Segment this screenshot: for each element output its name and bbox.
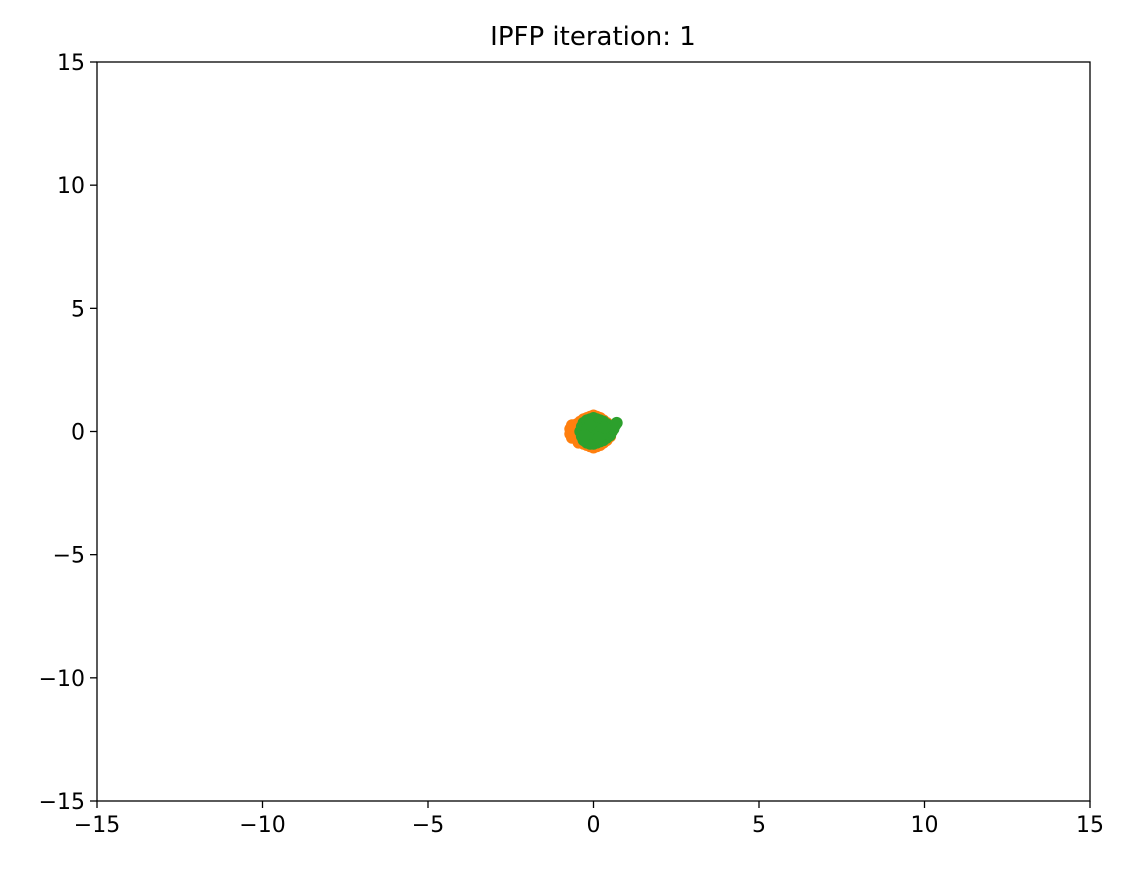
x-tick-label: 10 <box>911 813 939 838</box>
series-1-point-35 <box>566 419 578 432</box>
x-tick-label: 5 <box>752 813 766 838</box>
series-2-point-34 <box>599 421 612 434</box>
y-axis-ticks: −15 −10 −5 0 5 10 15 <box>39 51 97 815</box>
y-tick-label: 5 <box>71 297 85 322</box>
series-2-point-35 <box>579 429 592 442</box>
y-tick-label: −5 <box>53 544 85 569</box>
y-tick-label: −10 <box>39 667 85 692</box>
x-tick-label: −10 <box>239 813 285 838</box>
y-tick-label: 0 <box>71 421 85 446</box>
series-2 <box>574 412 623 450</box>
x-axis-ticks: −15 −10 −5 0 5 10 15 <box>74 801 1104 838</box>
x-tick-label: 0 <box>587 813 601 838</box>
y-tick-label: −15 <box>39 790 85 815</box>
chart-title: IPFP iteration: 1 <box>490 22 696 52</box>
series-2-point-25 <box>609 419 621 432</box>
x-tick-label: −5 <box>412 813 444 838</box>
series-2-point-32 <box>584 419 597 432</box>
y-tick-label: 10 <box>57 174 85 199</box>
series-2-point-33 <box>592 431 605 444</box>
x-tick-label: 15 <box>1076 813 1104 838</box>
y-tick-label: 15 <box>57 51 85 76</box>
series-layer <box>564 409 623 454</box>
x-tick-label: −15 <box>74 813 120 838</box>
